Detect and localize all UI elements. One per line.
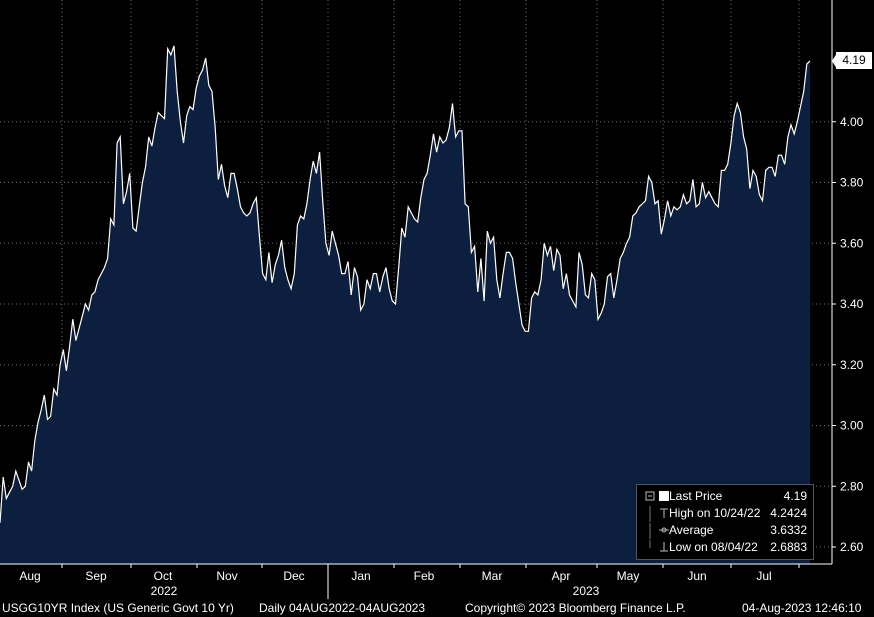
tree-branch-icon [649, 540, 651, 548]
legend-row-average: Average 3.6332 [641, 523, 807, 539]
footer-security: USGG10YR Index (US Generic Govt 10 Yr) [2, 601, 234, 615]
year-label: 2023 [573, 584, 600, 598]
legend-row-high: High on 10/24/22 4.2424 [641, 506, 807, 522]
x-tick-label: Apr [552, 569, 571, 583]
x-tick-label: May [617, 569, 640, 583]
legend-collapse-icon[interactable] [645, 489, 655, 505]
price-area-fill [0, 45, 810, 565]
footer-copyright: Copyright© 2023 Bloomberg Finance L.P. [465, 601, 686, 615]
y-tick-label: 3.80 [840, 176, 864, 190]
last-price-pointer [832, 53, 837, 69]
footer-timestamp: 04-Aug-2023 12:46:10 [742, 601, 862, 615]
year-label: 2022 [151, 584, 178, 598]
legend-high-label: High on 10/24/22 [669, 506, 761, 520]
high-marker-icon [660, 508, 668, 518]
x-tick-label: Aug [19, 569, 40, 583]
legend-average-value: 3.6332 [770, 523, 807, 537]
tree-branch-icon [649, 506, 651, 522]
y-tick-label: 2.60 [840, 540, 864, 554]
x-tick-label: Mar [482, 569, 503, 583]
y-tick-label: 3.20 [840, 358, 864, 372]
axes: 4.00 3.80 3.60 3.40 3.20 3.00 2.80 2.60 Aug Sep Oc… [0, 0, 864, 599]
white-square-icon [659, 491, 669, 501]
legend-row-last-price: Last Price 4.19 [641, 489, 807, 505]
y-tick-label: 3.60 [840, 236, 864, 250]
footer-bar: USGG10YR Index (US Generic Govt 10 Yr) D… [0, 599, 874, 617]
legend-high-value: 4.2424 [770, 506, 807, 520]
y-tick-label: 3.00 [840, 419, 864, 433]
price-line [0, 45, 811, 523]
x-tick-label: Dec [283, 569, 304, 583]
legend-low-label: Low on 08/04/22 [669, 540, 758, 554]
x-tick-label: Nov [216, 569, 237, 583]
legend-last-price-label: Last Price [669, 489, 723, 503]
last-price-axis-label: 4.19 [836, 52, 872, 69]
footer-range: Daily 04AUG2022-04AUG2023 [259, 601, 426, 615]
tree-branch-icon [649, 523, 651, 539]
legend-average-label: Average [669, 523, 714, 537]
average-marker-icon [659, 527, 669, 533]
legend-low-value: 2.6883 [770, 540, 807, 554]
x-tick-label: Feb [414, 569, 435, 583]
y-tick-label: 3.40 [840, 297, 864, 311]
x-tick-label: Oct [154, 569, 173, 583]
legend-last-price-value: 4.19 [783, 489, 807, 503]
legend: Last Price 4.19 High on 10/24/22 4.2424 … [636, 484, 814, 560]
legend-row-low: Low on 08/04/22 2.6883 [641, 540, 807, 556]
low-marker-icon [660, 542, 668, 552]
y-tick-label: 2.80 [840, 479, 864, 493]
x-tick-label: Jul [756, 569, 771, 583]
x-tick-label: Sep [85, 569, 107, 583]
x-tick-label: Jun [687, 569, 706, 583]
y-tick-label: 4.00 [840, 115, 864, 129]
price-area [0, 45, 811, 565]
x-tick-label: Jan [351, 569, 370, 583]
